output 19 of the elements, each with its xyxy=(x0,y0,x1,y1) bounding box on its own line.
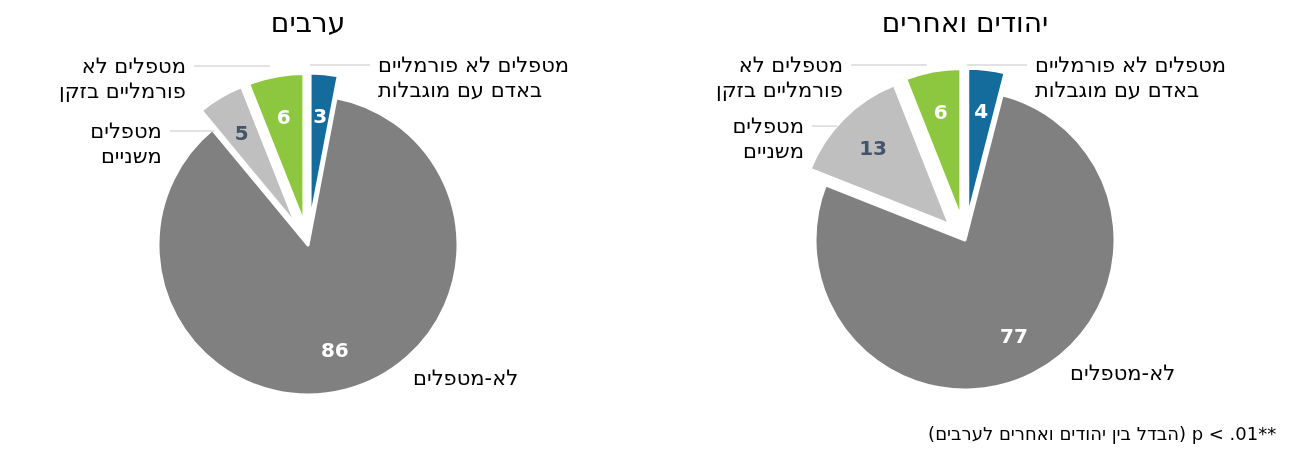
slice-label: מטפלים משניים xyxy=(90,119,162,169)
slice-label: לא-מטפלים xyxy=(413,365,519,390)
slice-label: מטפלים לא פורמליים בזקן xyxy=(59,54,186,104)
data-label: 6 xyxy=(933,100,948,125)
chart-title: ערבים xyxy=(270,6,346,39)
slice-label: מטפלים לא פורמליים באדם עם מוגבלות xyxy=(378,53,570,102)
slice-label: מטפלים משניים xyxy=(732,114,804,164)
data-label: 13 xyxy=(859,136,887,161)
data-label: 4 xyxy=(974,99,989,124)
data-label: 86 xyxy=(320,337,349,362)
slice-label: מטפלים לא פורמליים באדם עם מוגבלות xyxy=(1035,53,1227,102)
data-label: 5 xyxy=(234,121,249,146)
slice-label: מטפלים לא פורמליים בזקן xyxy=(716,53,843,102)
chart-title: יהודים ואחרים xyxy=(881,6,1049,39)
data-label: 3 xyxy=(313,103,328,128)
data-label: 6 xyxy=(276,105,291,130)
data-label: 77 xyxy=(1000,324,1028,349)
text: (הבדל בין יהודים ואחרים לערבים) p < .01** xyxy=(928,423,1277,444)
slice-label: לא-מטפלים xyxy=(1070,360,1176,385)
